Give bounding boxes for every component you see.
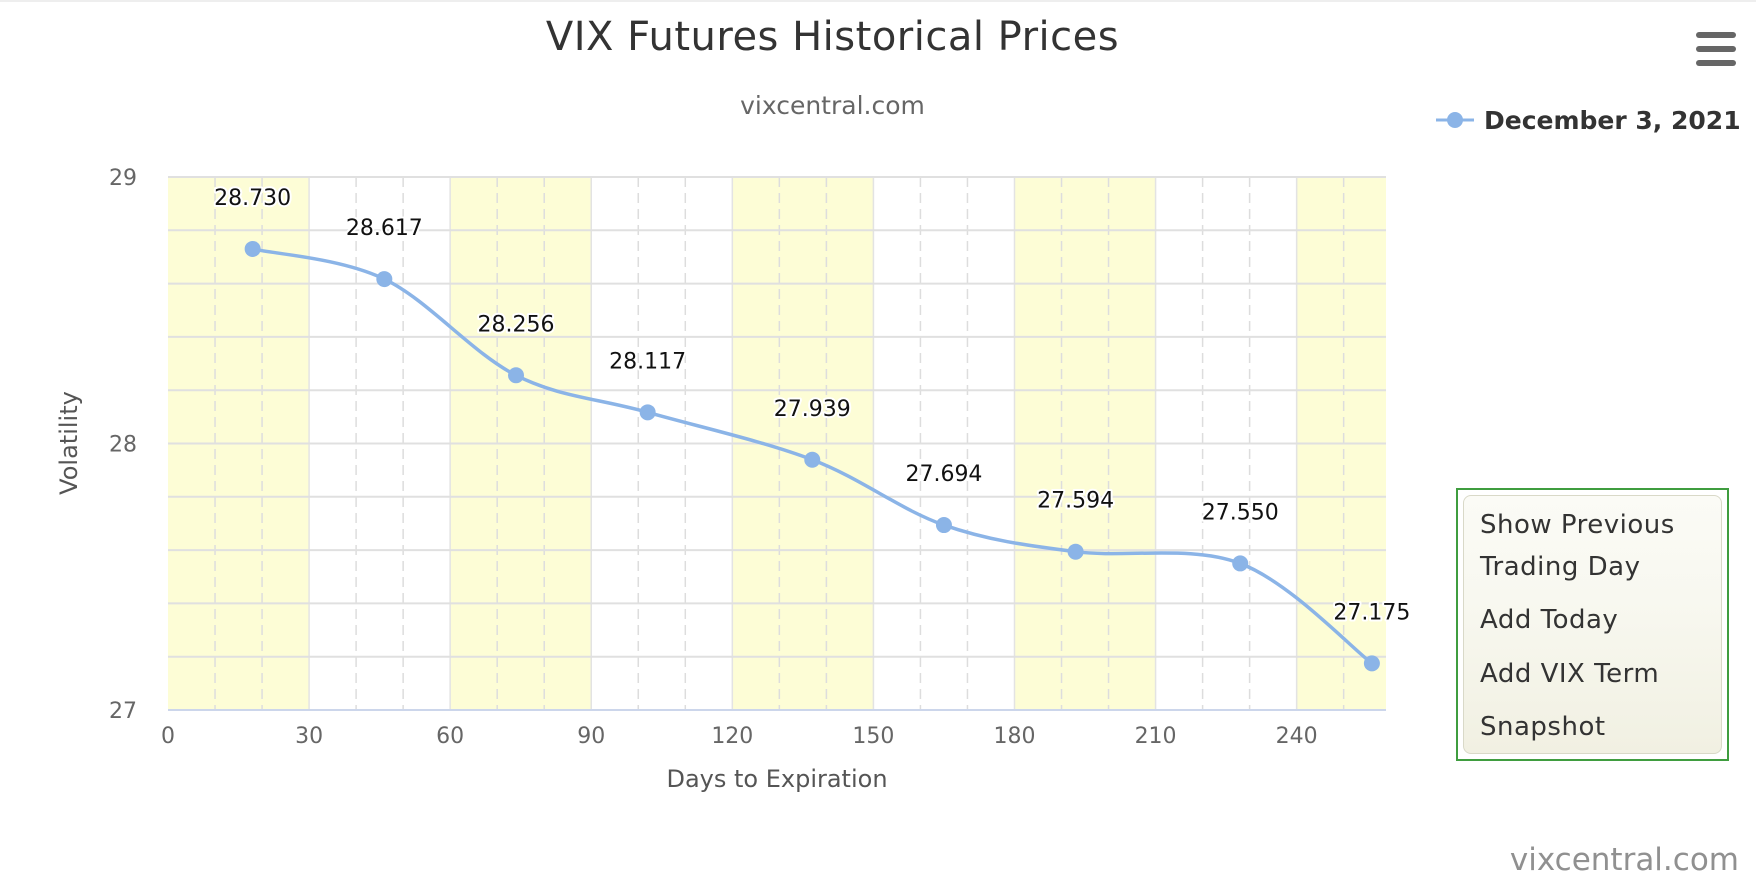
y-tick-label: 27 [109,699,137,724]
data-point [1363,655,1380,672]
data-label: 28.256 [478,312,555,337]
data-point [1232,555,1249,572]
data-label: 27.939 [774,397,851,422]
data-point [508,367,524,384]
data-point [639,404,656,421]
x-tick-label: 180 [993,724,1035,749]
chart-subtitle: vixcentral.com [740,91,925,120]
add-today-button[interactable]: Add Today [1480,605,1619,635]
show-previous-trading-day-button-line2[interactable]: Trading Day [1480,552,1641,582]
credit-link[interactable]: vixcentral.com [1509,842,1739,878]
x-axis-title: Days to Expiration [666,765,887,793]
hamburger-menu-icon[interactable] [1696,32,1736,66]
x-tick-label: 120 [711,724,753,749]
top-border [0,0,1756,2]
chart-title: VIX Futures Historical Prices [545,14,1120,60]
action-button-panel: Show Previous Trading Day Add Today Add … [1456,488,1729,761]
x-tick-label: 210 [1135,724,1177,749]
data-label: 28.617 [346,216,423,241]
y-tick-label: 28 [109,433,137,458]
data-point [935,517,952,534]
y-axis-title: Volatility [55,391,83,495]
legend-label: December 3, 2021 [1484,105,1741,135]
data-point [244,240,261,257]
show-previous-trading-day-button-line1[interactable]: Show Previous [1480,510,1675,540]
x-tick-label: 60 [436,724,464,749]
data-label: 28.117 [609,349,686,374]
x-tick-label: 150 [852,724,894,749]
data-point [804,451,821,468]
data-label: 28.730 [214,186,291,211]
legend-marker-icon [1436,112,1474,128]
x-tick-label: 90 [577,724,605,749]
action-button-group: Show Previous Trading Day Add Today Add … [1463,495,1722,754]
x-tick-label: 0 [161,724,175,749]
data-point [1067,543,1084,560]
data-label: 27.594 [1037,489,1114,514]
data-label: 27.694 [905,462,982,487]
legend-item[interactable]: December 3, 2021 [1436,104,1741,136]
data-point [376,271,393,288]
add-vix-term-snapshot-button-line2[interactable]: Snapshot [1480,712,1606,742]
y-tick-label: 29 [109,166,137,191]
x-tick-label: 30 [295,724,323,749]
data-label: 27.550 [1202,500,1279,525]
x-tick-label: 240 [1276,724,1318,749]
add-vix-term-snapshot-button-line1[interactable]: Add VIX Term [1480,659,1660,689]
data-label: 27.175 [1333,600,1410,625]
